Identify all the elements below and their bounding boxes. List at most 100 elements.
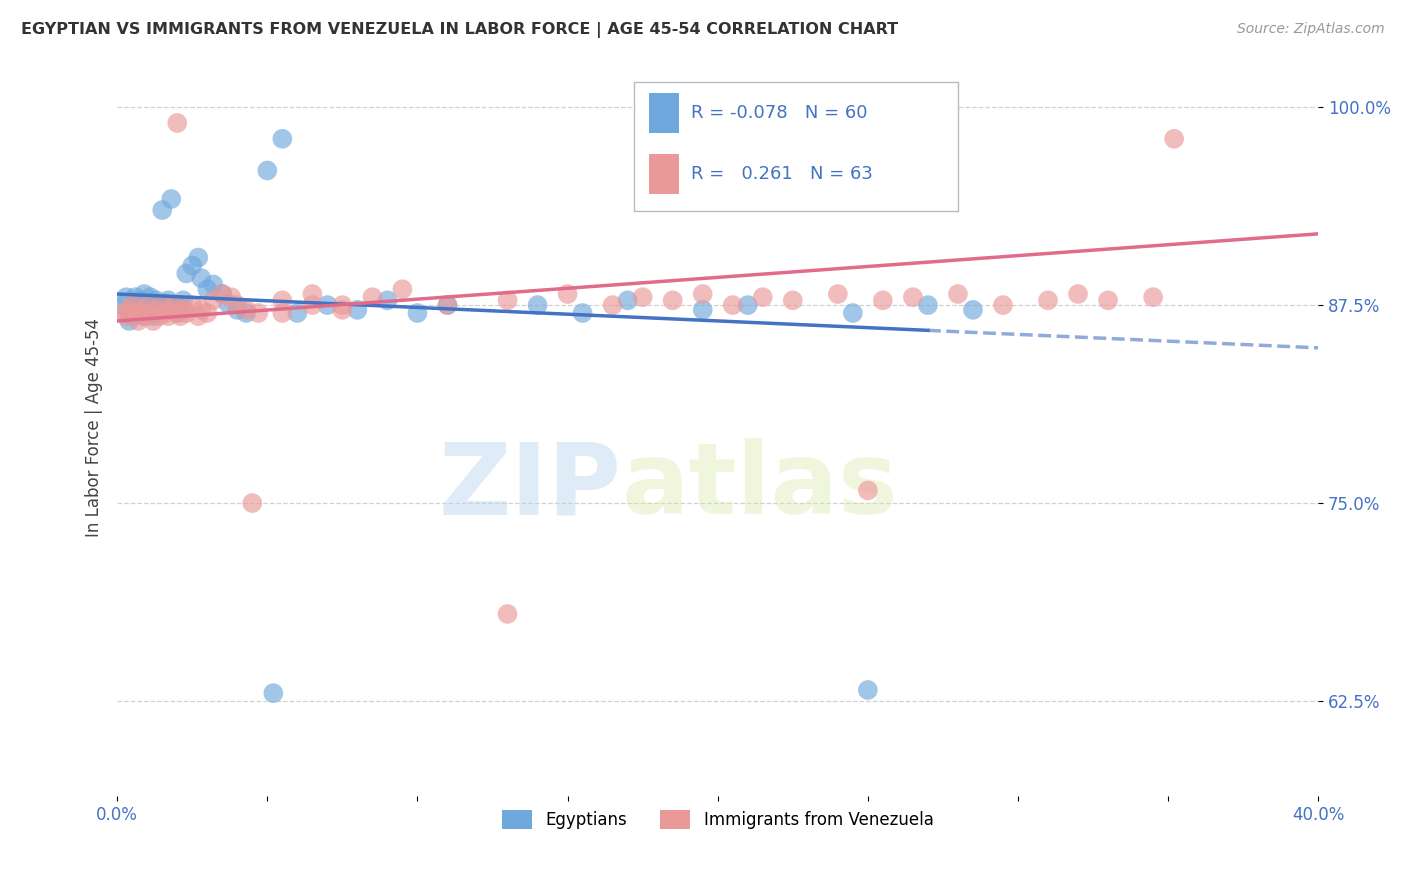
Point <box>134 309 156 323</box>
Point <box>1036 293 1059 308</box>
Point <box>139 290 162 304</box>
Point <box>436 298 458 312</box>
Point <box>496 607 519 621</box>
Point <box>172 302 194 317</box>
Point <box>157 309 180 323</box>
Y-axis label: In Labor Force | Age 45-54: In Labor Force | Age 45-54 <box>86 318 103 537</box>
Point <box>139 306 162 320</box>
Point <box>124 306 146 320</box>
Point <box>169 309 191 323</box>
FancyBboxPatch shape <box>634 82 957 211</box>
Point <box>129 301 152 316</box>
Text: R =   0.261   N = 63: R = 0.261 N = 63 <box>692 165 873 183</box>
Point <box>962 302 984 317</box>
Point <box>271 132 294 146</box>
Point <box>121 302 143 317</box>
Point <box>127 314 149 328</box>
Point <box>174 267 197 281</box>
Point <box>163 298 186 312</box>
Point <box>181 298 204 312</box>
Point <box>256 163 278 178</box>
Point <box>129 302 152 317</box>
Point <box>1163 132 1185 146</box>
Point <box>721 298 744 312</box>
Point <box>856 483 879 498</box>
Point <box>316 298 339 312</box>
Point <box>160 302 183 317</box>
Point <box>752 290 775 304</box>
Point <box>148 298 170 312</box>
Point <box>946 287 969 301</box>
Point <box>496 293 519 308</box>
Point <box>692 302 714 317</box>
Text: atlas: atlas <box>621 438 898 535</box>
Point <box>142 302 165 317</box>
Point <box>142 314 165 328</box>
Point <box>872 293 894 308</box>
Point <box>115 290 138 304</box>
Point <box>136 302 159 317</box>
Point <box>901 290 924 304</box>
Point <box>631 290 654 304</box>
Point <box>134 309 156 323</box>
Point <box>136 298 159 312</box>
Point <box>155 306 177 320</box>
Point <box>436 298 458 312</box>
Point <box>169 298 191 312</box>
Point <box>692 287 714 301</box>
Point <box>235 306 257 320</box>
Point <box>118 306 141 320</box>
Point <box>377 293 399 308</box>
Point <box>235 302 257 317</box>
Point <box>221 290 243 304</box>
Point <box>271 293 294 308</box>
Point <box>616 293 638 308</box>
Point <box>163 298 186 312</box>
Point <box>406 306 429 320</box>
Point <box>148 309 170 323</box>
Point <box>124 290 146 304</box>
Point <box>145 302 167 317</box>
Point <box>121 309 143 323</box>
Point <box>856 683 879 698</box>
Text: R = -0.078   N = 60: R = -0.078 N = 60 <box>692 104 868 122</box>
Point <box>118 302 141 317</box>
Bar <box>650 93 679 133</box>
Point <box>332 298 354 312</box>
Point <box>136 296 159 310</box>
Point <box>145 293 167 308</box>
Point <box>187 309 209 323</box>
Point <box>172 293 194 308</box>
Point <box>211 287 233 301</box>
Text: ZIP: ZIP <box>439 438 621 535</box>
Point <box>1097 293 1119 308</box>
Point <box>115 309 138 323</box>
Point <box>827 287 849 301</box>
Point <box>346 302 368 317</box>
Text: EGYPTIAN VS IMMIGRANTS FROM VENEZUELA IN LABOR FORCE | AGE 45-54 CORRELATION CHA: EGYPTIAN VS IMMIGRANTS FROM VENEZUELA IN… <box>21 22 898 38</box>
Point <box>166 306 188 320</box>
Point <box>166 306 188 320</box>
Point <box>991 298 1014 312</box>
Point <box>301 287 323 301</box>
Point <box>139 298 162 312</box>
Point <box>127 298 149 312</box>
Point <box>129 293 152 308</box>
Point <box>391 282 413 296</box>
Point <box>361 290 384 304</box>
Point <box>1142 290 1164 304</box>
Point <box>211 287 233 301</box>
Point <box>737 298 759 312</box>
Point <box>195 282 218 296</box>
Point <box>174 306 197 320</box>
Point <box>917 298 939 312</box>
Point <box>202 293 225 308</box>
Point <box>247 306 270 320</box>
Point <box>112 306 135 320</box>
Point <box>226 298 249 312</box>
Point <box>112 298 135 312</box>
Point <box>202 277 225 292</box>
Point <box>301 298 323 312</box>
Point <box>190 271 212 285</box>
Point <box>121 298 143 312</box>
